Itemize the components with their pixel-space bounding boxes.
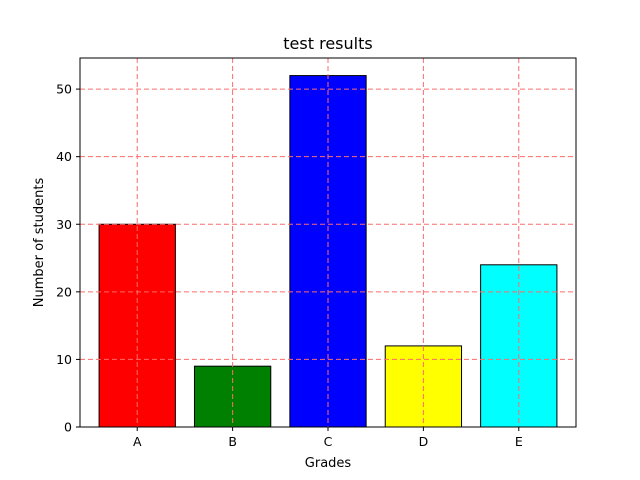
x-tick-label-e: E	[515, 434, 523, 449]
y-axis-label: Number of students	[32, 178, 47, 308]
y-tick-label-0: 0	[64, 420, 72, 435]
x-tick-label-c: C	[324, 434, 333, 449]
y-tick-label-50: 50	[56, 82, 72, 97]
x-tick-label-d: D	[419, 434, 429, 449]
x-tick-label-b: B	[228, 434, 237, 449]
y-tick-label-30: 30	[56, 217, 72, 232]
y-tick-label-10: 10	[56, 352, 72, 367]
chart-title: test results	[283, 34, 372, 53]
y-tick-label-20: 20	[56, 284, 72, 299]
x-tick-label-a: A	[133, 434, 142, 449]
x-axis-label: Grades	[305, 456, 352, 471]
y-tick-label-40: 40	[56, 149, 72, 164]
axis-ticks: 0 10 20 30 40 50 A B C D E	[56, 82, 523, 449]
